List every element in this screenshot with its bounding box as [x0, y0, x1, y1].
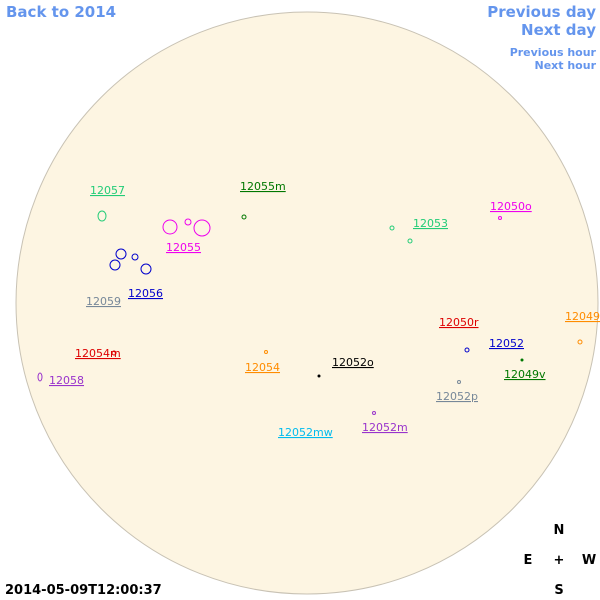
region-label[interactable]: 12049v — [504, 368, 546, 381]
region-label[interactable]: 12054m — [75, 347, 121, 360]
compass-south: S — [554, 583, 563, 598]
previous-hour-link[interactable]: Previous hour — [510, 46, 597, 59]
region-label[interactable]: 12058 — [49, 374, 84, 387]
spot — [520, 358, 524, 362]
compass-center: + — [554, 553, 565, 568]
region-label[interactable]: 12059 — [86, 295, 121, 308]
region-label[interactable]: 12053 — [413, 217, 448, 230]
region-label[interactable]: 12056 — [128, 287, 163, 300]
next-day-link[interactable]: Next day — [521, 21, 596, 39]
timestamp: 2014-05-09T12:00:37 — [5, 583, 162, 598]
solar-disk — [15, 11, 599, 595]
compass-west: W — [582, 553, 596, 568]
region-label[interactable]: 12052mw — [278, 426, 333, 439]
region-label[interactable]: 12054 — [245, 361, 280, 374]
back-link[interactable]: Back to 2014 — [6, 3, 116, 21]
region-label[interactable]: 12050o — [490, 200, 532, 213]
region-label[interactable]: 12052p — [436, 390, 478, 403]
spots — [37, 210, 583, 415]
previous-day-link[interactable]: Previous day — [487, 3, 596, 21]
compass-east: E — [524, 553, 533, 568]
region-label[interactable]: 12049 — [565, 310, 600, 323]
region-label[interactable]: 12050r — [439, 316, 479, 329]
region-label[interactable]: 12052o — [332, 356, 374, 369]
region-label[interactable]: 12052m — [362, 421, 408, 434]
next-hour-link[interactable]: Next hour — [535, 59, 597, 72]
region-label[interactable]: 12057 — [90, 184, 125, 197]
compass-north: N — [554, 523, 565, 538]
region-label[interactable]: 12055 — [166, 241, 201, 254]
spot — [317, 374, 321, 378]
region-label[interactable]: 12052 — [489, 337, 524, 350]
region-label[interactable]: 12055m — [240, 180, 286, 193]
